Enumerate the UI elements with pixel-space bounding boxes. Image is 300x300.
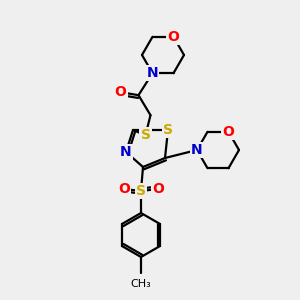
Text: N: N (191, 143, 203, 157)
Text: CH₃: CH₃ (130, 279, 152, 289)
Text: O: O (223, 125, 234, 139)
Text: N: N (120, 145, 132, 159)
Text: S: S (163, 123, 173, 137)
Text: O: O (168, 30, 179, 44)
Text: O: O (118, 182, 130, 196)
Text: S: S (140, 128, 151, 142)
Text: O: O (152, 182, 164, 196)
Text: N: N (147, 66, 158, 80)
Text: O: O (115, 85, 126, 99)
Text: S: S (136, 184, 146, 198)
